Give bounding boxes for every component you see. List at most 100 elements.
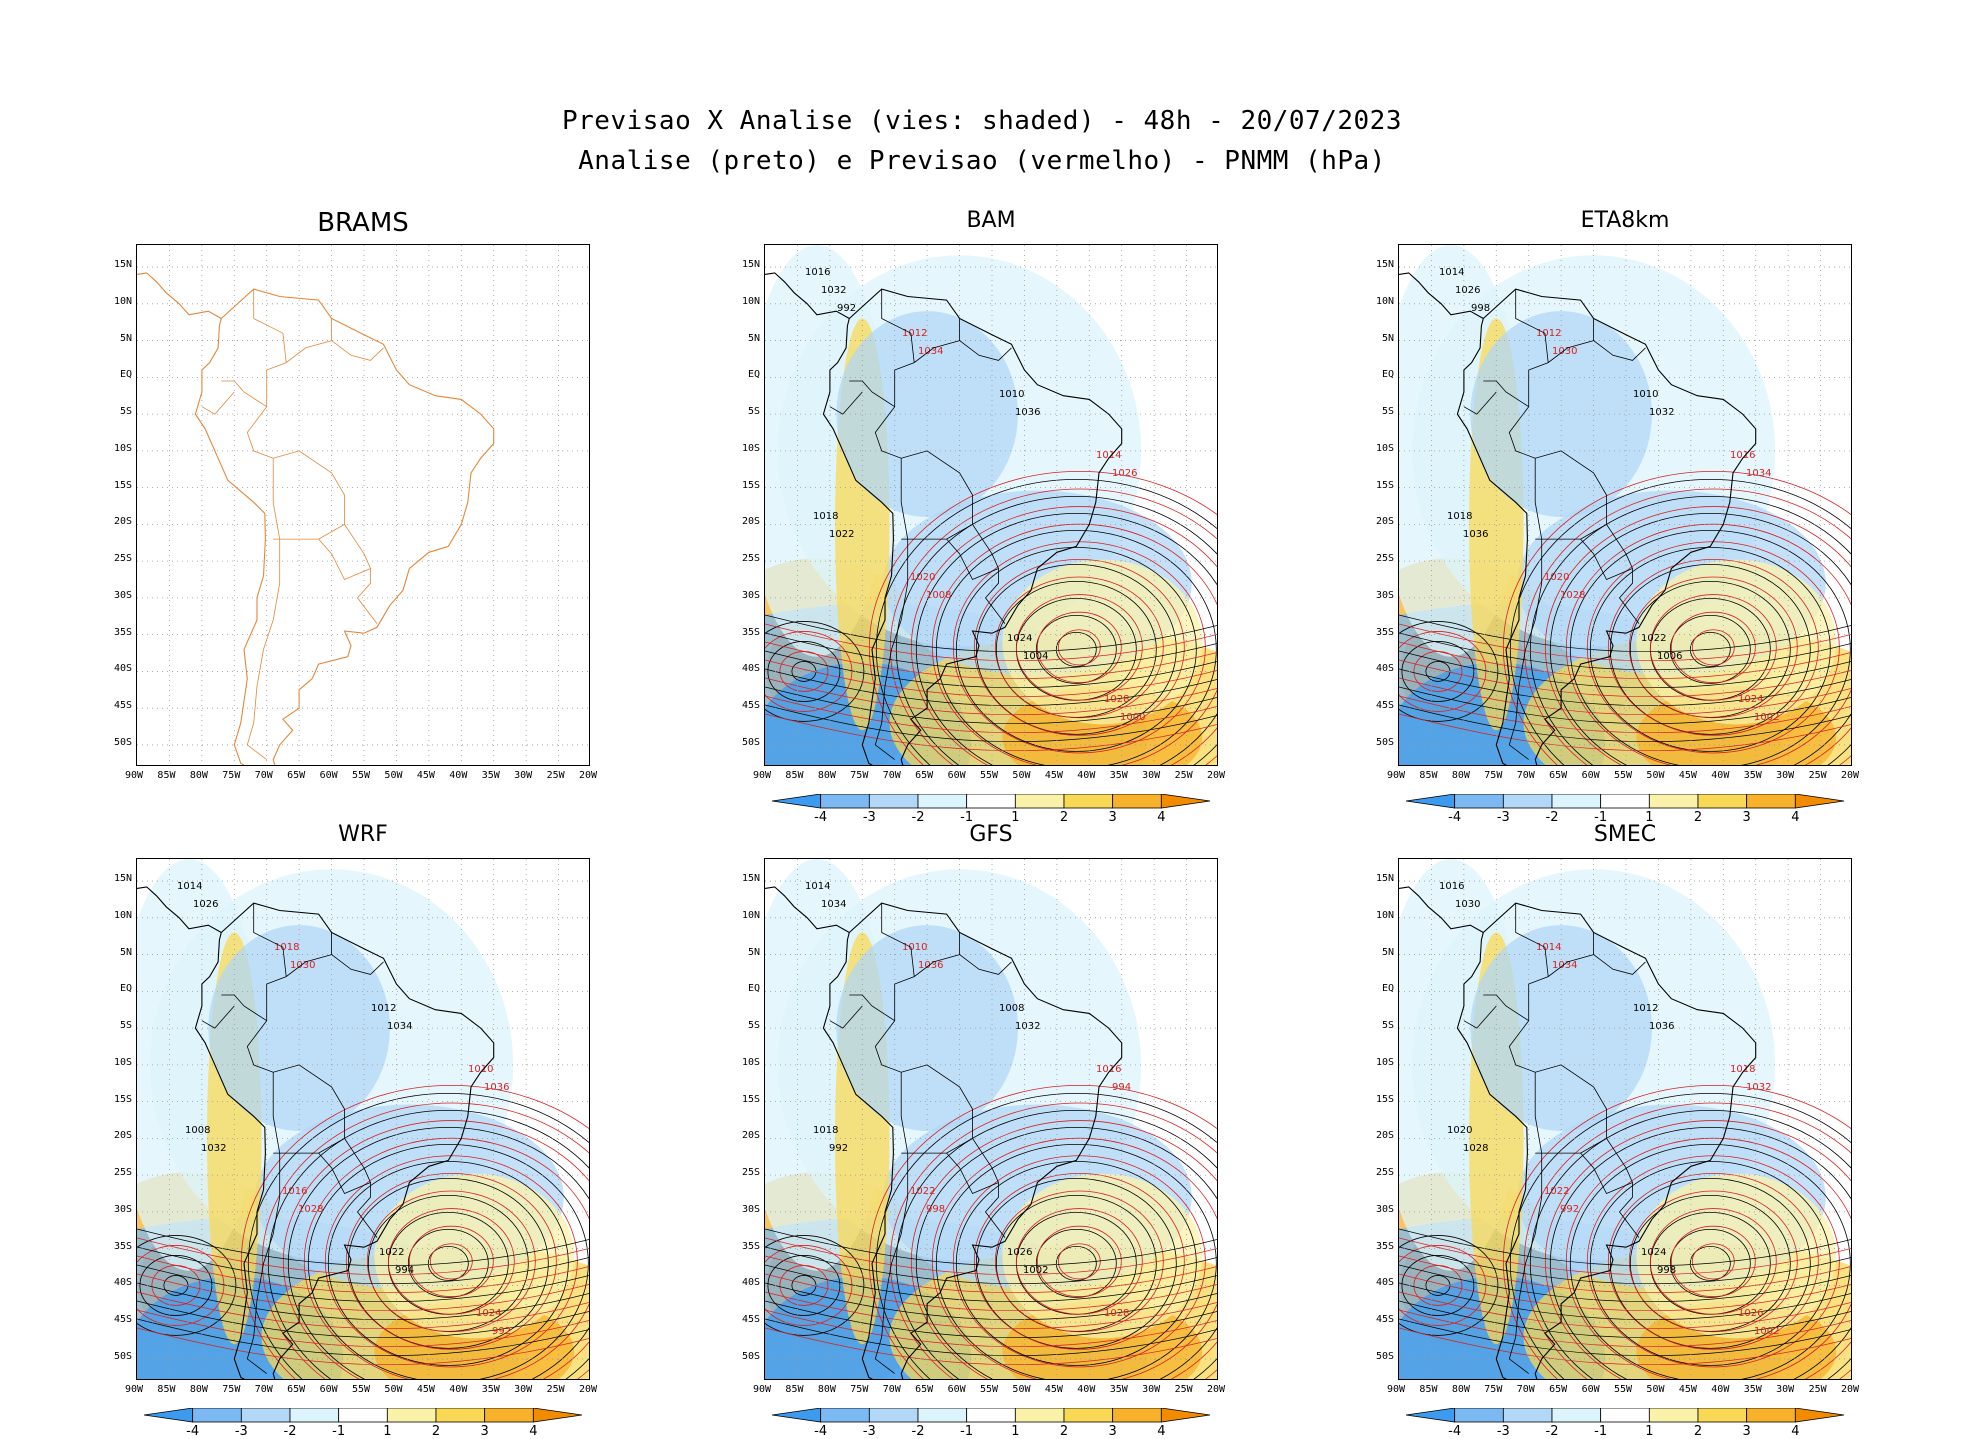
isobar-label: 1016 xyxy=(1439,881,1464,892)
analysis-isobar xyxy=(407,1228,489,1298)
longitude-tick-label: 50W xyxy=(1012,770,1031,781)
southern-isobar xyxy=(1399,659,1851,698)
isobar-label: 1034 xyxy=(1552,960,1577,971)
isobar-label: 998 xyxy=(926,1204,945,1215)
longitude-tick-label: 80W xyxy=(189,770,208,781)
analysis-isobar xyxy=(1509,1093,1851,1379)
colorbar-label: -3 xyxy=(1496,810,1510,825)
isobar-label: 1022 xyxy=(379,1247,404,1258)
longitude-tick-label: 20W xyxy=(1207,1384,1226,1395)
low-pressure-isobar xyxy=(767,1255,841,1316)
longitude-tick-label: 75W xyxy=(850,1384,869,1395)
colorbar-swatch xyxy=(1600,1407,1650,1423)
latitude-tick-label: 5N xyxy=(119,946,132,958)
isobar-label: 1022 xyxy=(1544,1186,1569,1197)
isobar-label: 1036 xyxy=(1463,529,1488,540)
country-border xyxy=(959,932,1012,975)
colorbar-swatch xyxy=(289,1407,340,1423)
southern-isobar xyxy=(1399,614,1851,653)
forecast-isobar xyxy=(1628,1190,1798,1333)
isobar-label: 1018 xyxy=(1730,1064,1755,1075)
colorbar-label: 1 xyxy=(1011,1424,1020,1439)
analysis-isobar xyxy=(895,496,1217,765)
coastline xyxy=(137,272,495,765)
country-border xyxy=(201,1005,235,1029)
southern-isobar xyxy=(765,1237,1217,1276)
southern-isobar xyxy=(765,1282,1217,1321)
colorbar-label: -4 xyxy=(186,1424,200,1439)
latitude-tick-label: 25S xyxy=(113,1167,132,1179)
map-svg: 1014 1010 1008 1016 1018 1022 1026 1028 1034 1036… xyxy=(765,859,1217,1379)
analysis-isobar xyxy=(347,1177,549,1349)
longitude-tick-label: 45W xyxy=(1678,770,1697,781)
southern-isobar xyxy=(765,641,1217,680)
low-pressure-isobar xyxy=(765,631,853,712)
latitude-tick-label: 10N xyxy=(1375,909,1394,921)
analysis-isobar xyxy=(427,1245,469,1281)
latitude-tick-label: 45S xyxy=(1375,700,1394,712)
country-border xyxy=(1515,289,1549,363)
longitude-tick-label: 35W xyxy=(481,770,500,781)
longitude-tick-label: 30W xyxy=(1776,1384,1795,1395)
longitude-tick-label: 55W xyxy=(1614,1384,1633,1395)
analysis-isobar xyxy=(1669,1228,1751,1298)
isobar-label: 1020 xyxy=(1544,572,1569,583)
colorbar-swatch xyxy=(820,1407,870,1423)
isobar-label: 1032 xyxy=(1015,1021,1040,1032)
colorbar-swatch xyxy=(1014,1407,1065,1423)
latitude-tick-label: 10N xyxy=(741,295,760,307)
isobar-label: 1026 xyxy=(1738,1308,1763,1319)
colorbar-label: -4 xyxy=(814,810,828,825)
low-pressure-isobar xyxy=(1399,621,1499,722)
analysis-isobar xyxy=(935,1144,1217,1379)
longitude-tick-label: 85W xyxy=(785,1384,804,1395)
latitude-tick-label: 15N xyxy=(741,259,760,271)
southern-isobar xyxy=(1399,704,1851,743)
latitude-tick-label: 5N xyxy=(1381,946,1394,958)
colorbar-swatch xyxy=(1454,793,1504,809)
forecast-isobar xyxy=(994,576,1164,719)
country-border xyxy=(253,289,287,363)
analysis-isobar xyxy=(1669,614,1751,684)
country-border xyxy=(901,1138,973,1154)
colorbar-swatch xyxy=(1600,793,1650,809)
isobar-label: 1032 xyxy=(201,1143,226,1154)
colorbar-swatch xyxy=(1014,793,1065,809)
isobar-label: 1010 xyxy=(902,942,927,953)
latitude-tick-label: 25S xyxy=(1375,1167,1394,1179)
map-panel-brams xyxy=(136,244,590,766)
colorbar-label: 3 xyxy=(1108,1424,1117,1439)
isobar-label: 1014 xyxy=(1096,450,1121,461)
isobar-label: 1020 xyxy=(1447,1125,1472,1136)
bias-shading-area xyxy=(1636,559,1837,725)
low-pressure-isobar xyxy=(1401,1255,1475,1316)
map-svg: 1016 1014 1012 1018 1020 1022 1024 1026 1030 1034… xyxy=(1399,859,1851,1379)
latitude-tick-label: 10S xyxy=(741,1056,760,1068)
southern-isobar xyxy=(765,1300,1217,1339)
colorbar-swatch xyxy=(1454,1407,1504,1423)
latitude-tick-label: 40S xyxy=(113,663,132,675)
forecast-isobar xyxy=(1628,576,1798,719)
southern-isobar xyxy=(137,1246,589,1285)
isobar-label: 1010 xyxy=(1633,389,1658,400)
longitude-tick-label: 35W xyxy=(481,1384,500,1395)
bias-shading-area xyxy=(1470,925,1652,1132)
country-border xyxy=(1508,954,1640,1238)
latitude-tick-label: 50S xyxy=(113,1350,132,1362)
latitude-tick-label: 45S xyxy=(741,700,760,712)
longitude-tick-label: 70W xyxy=(254,770,273,781)
latitude-tick-label: 20S xyxy=(741,516,760,528)
longitude-tick-label: 25W xyxy=(546,1384,565,1395)
latitude-tick-label: 15S xyxy=(113,479,132,491)
longitude-tick-label: 30W xyxy=(1142,1384,1161,1395)
country-border xyxy=(246,340,378,624)
isobar-label: 994 xyxy=(1112,1082,1131,1093)
forecast-isobar xyxy=(910,506,1217,765)
colorbar-label: 4 xyxy=(1791,810,1800,825)
colorbar-swatch xyxy=(917,793,968,809)
colorbar-label: -4 xyxy=(1448,810,1462,825)
latitude-tick-label: 20S xyxy=(741,1130,760,1142)
panel-title-smec: SMEC xyxy=(1593,822,1657,847)
latitude-tick-label: 10S xyxy=(113,442,132,454)
latitude-tick-label: 35S xyxy=(1375,626,1394,638)
